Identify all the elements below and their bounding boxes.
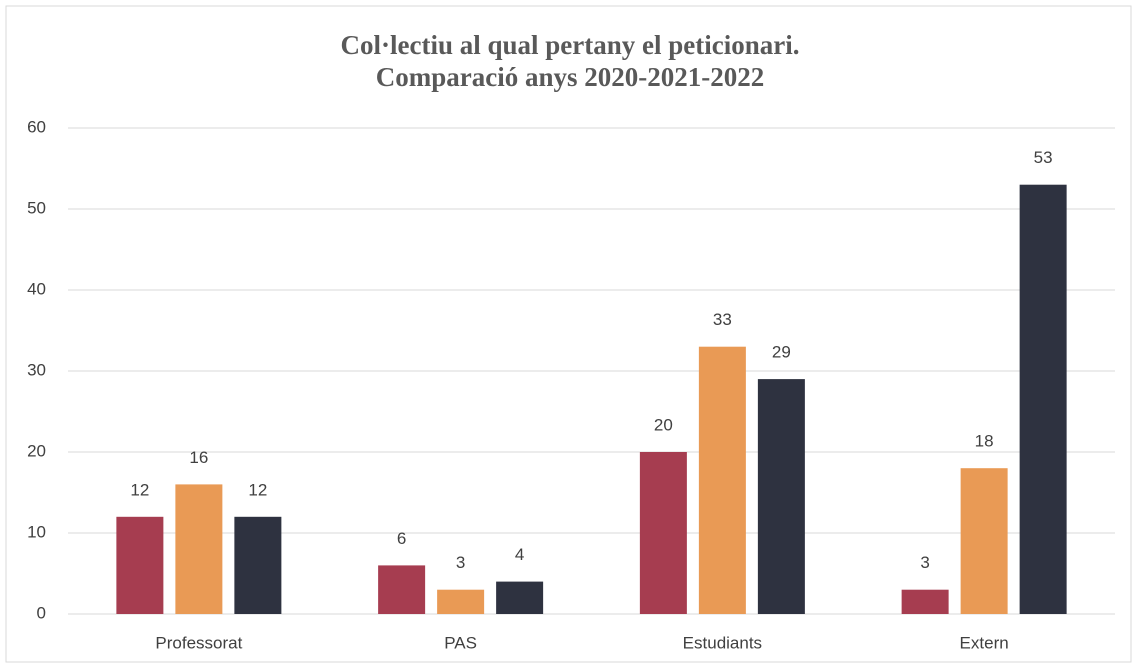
data-label: 3: [920, 553, 929, 572]
chart-title: Col·lectiu al qual pertany el peticionar…: [341, 30, 800, 60]
bar: [698, 346, 746, 614]
x-tick-label: Extern: [960, 633, 1009, 652]
bar: [378, 565, 426, 614]
y-tick-label: 10: [27, 522, 46, 541]
data-label: 18: [975, 432, 994, 451]
data-label: 6: [397, 529, 406, 548]
data-label: 16: [189, 448, 208, 467]
data-label: 12: [130, 480, 149, 499]
bar: [901, 589, 949, 614]
y-tick-label: 60: [27, 117, 46, 136]
chart-title: Comparació anys 2020-2021-2022: [376, 62, 764, 92]
data-label: 4: [515, 545, 524, 564]
data-label: 3: [456, 553, 465, 572]
bar: [116, 516, 164, 614]
data-label: 20: [654, 415, 673, 434]
y-tick-label: 50: [27, 198, 46, 217]
bar: [175, 484, 223, 614]
data-label: 53: [1034, 148, 1053, 167]
data-label: 29: [772, 343, 791, 362]
y-tick-label: 20: [27, 441, 46, 460]
bar: [437, 589, 485, 614]
data-label: 12: [248, 480, 267, 499]
x-tick-label: Estudiants: [683, 633, 762, 652]
y-tick-label: 0: [37, 603, 46, 622]
y-tick-label: 30: [27, 360, 46, 379]
bar: [234, 516, 282, 614]
data-label: 33: [713, 310, 732, 329]
x-tick-label: PAS: [444, 633, 477, 652]
bar: [960, 468, 1008, 614]
x-tick-label: Professorat: [155, 633, 242, 652]
bar: [1019, 184, 1067, 614]
bar: [757, 379, 805, 614]
bar: [496, 581, 544, 614]
bar: [639, 452, 687, 614]
y-tick-label: 40: [27, 279, 46, 298]
